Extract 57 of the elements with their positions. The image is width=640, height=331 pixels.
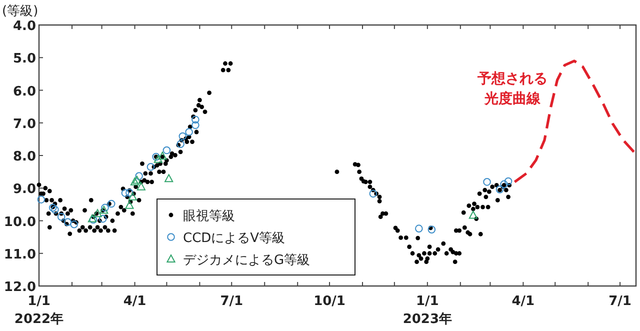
y-tick-label: 10.0 <box>4 214 36 230</box>
text: 2023年 <box>402 312 452 327</box>
point <box>468 210 478 219</box>
point <box>415 224 423 232</box>
point <box>135 172 143 180</box>
y-tick-label: 6.0 <box>12 84 36 100</box>
point <box>121 189 130 197</box>
text: 2022年 <box>14 312 64 327</box>
point <box>178 132 187 140</box>
point <box>37 196 46 204</box>
x-tick-label: 1/1 <box>28 294 50 309</box>
legend-label: デジカメによるG等級 <box>183 253 310 268</box>
point <box>136 182 146 190</box>
point <box>185 128 193 136</box>
point <box>176 140 184 148</box>
y-tick-label: 11.0 <box>4 247 36 262</box>
point <box>51 206 59 214</box>
point <box>428 226 436 234</box>
point <box>57 212 66 221</box>
x-tick-label: 7/1 <box>608 294 632 309</box>
point <box>164 174 174 182</box>
y-tick-label: 12.0 <box>4 280 36 295</box>
point <box>132 176 142 184</box>
point <box>500 180 508 188</box>
point <box>93 209 102 218</box>
point <box>483 178 491 186</box>
point <box>126 188 134 197</box>
point <box>128 192 137 200</box>
point <box>125 200 134 209</box>
annotation: 予想される光度曲線 <box>476 70 548 107</box>
legend-label: 眼視等級 <box>183 209 235 224</box>
x-tick-label: 4/1 <box>512 294 535 309</box>
point <box>98 214 107 223</box>
point <box>130 177 140 186</box>
point <box>192 121 200 130</box>
point <box>154 154 162 163</box>
point <box>192 116 200 124</box>
y-tick-label: 4.0 <box>12 19 36 34</box>
legend-label: CCDによるV等級 <box>183 231 286 246</box>
y-tick-label: 5.0 <box>12 52 36 67</box>
point <box>158 152 167 160</box>
y-tick-label: 7.0 <box>12 116 36 132</box>
y-tick-label: 8.0 <box>12 150 36 164</box>
point <box>504 177 512 186</box>
point <box>369 190 378 198</box>
y-axis-title: (等級) <box>2 4 38 19</box>
point <box>146 163 155 171</box>
point <box>107 200 116 208</box>
x-tick-label: 1/1 <box>416 294 439 309</box>
x-tick-label: 4/1 <box>123 294 146 309</box>
point <box>162 146 171 154</box>
x-tick-label: 7/1 <box>220 294 244 309</box>
y-tick-label: 9.0 <box>12 182 36 198</box>
point <box>64 218 72 226</box>
point <box>48 204 57 212</box>
x-tick-label: 10/1 <box>314 294 346 309</box>
point <box>70 220 78 228</box>
